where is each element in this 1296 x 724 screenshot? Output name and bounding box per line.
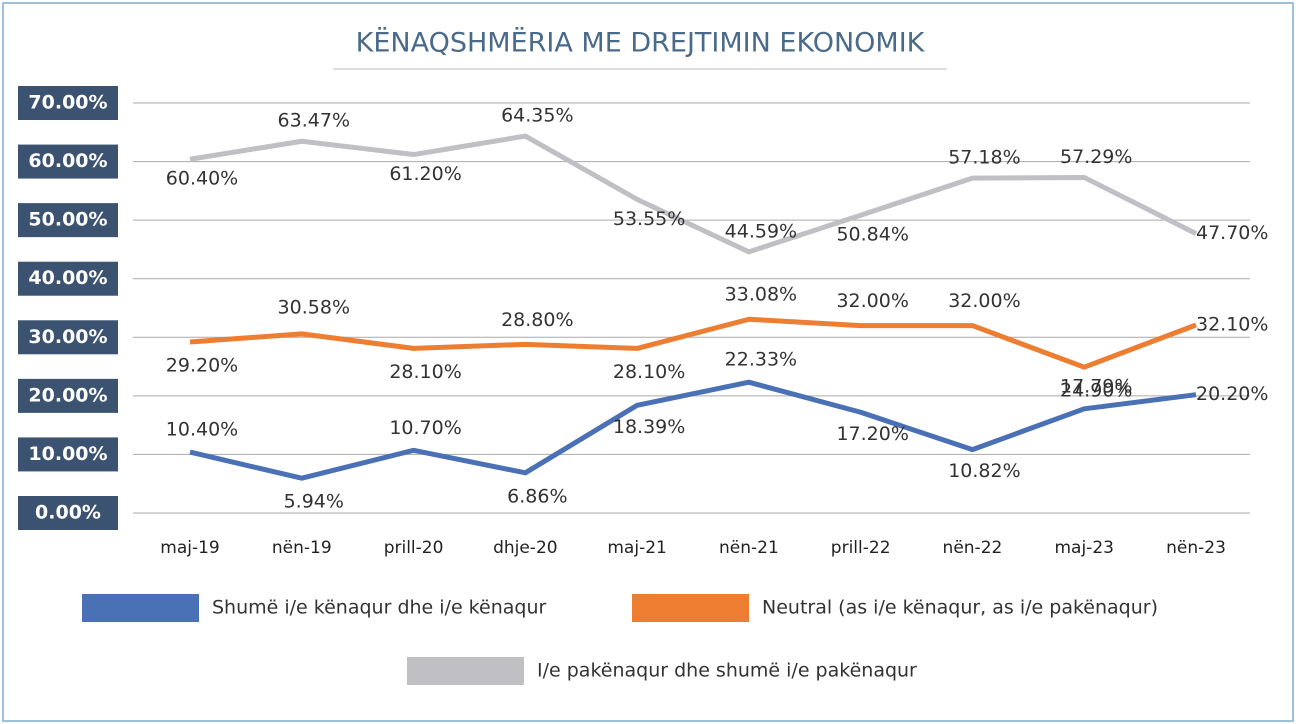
y-tick-label: 10.00% xyxy=(28,443,107,465)
y-tick-box xyxy=(18,437,118,472)
y-tick-box xyxy=(18,203,118,238)
data-label: 20.20% xyxy=(1196,383,1268,405)
data-label: 33.08% xyxy=(725,284,797,306)
y-tick-label: 50.00% xyxy=(28,209,107,231)
data-label: 32.10% xyxy=(1196,313,1268,335)
x-tick-label: maj-19 xyxy=(160,538,219,558)
chart-title: KËNAQSHMËRIA ME DREJTIMIN EKONOMIK xyxy=(356,27,926,59)
data-label: 57.29% xyxy=(1060,146,1132,168)
x-tick-label: prill-20 xyxy=(384,538,444,558)
y-tick-box xyxy=(18,261,118,296)
data-label: 60.40% xyxy=(166,168,238,190)
data-label: 10.40% xyxy=(166,419,238,441)
data-label: 61.20% xyxy=(389,163,461,185)
data-label: 17.20% xyxy=(836,423,908,445)
data-label: 50.84% xyxy=(836,224,908,246)
data-label: 17.79% xyxy=(1060,375,1132,397)
x-tick-label: nën-21 xyxy=(719,538,779,558)
legend-label: Neutral (as i/e kënaqur, as i/e pakënaqu… xyxy=(762,597,1158,619)
data-label: 64.35% xyxy=(501,105,573,127)
x-tick-label: maj-21 xyxy=(607,538,666,558)
x-tick-label: nën-23 xyxy=(1166,538,1226,558)
x-tick-label: nën-19 xyxy=(272,538,332,558)
data-label: 47.70% xyxy=(1196,222,1268,244)
y-tick-label: 0.00% xyxy=(35,502,101,524)
y-tick-label: 60.00% xyxy=(28,150,107,172)
y-tick-box xyxy=(18,320,118,355)
series-line xyxy=(189,133,1198,255)
series-line xyxy=(189,379,1197,481)
data-label: 32.00% xyxy=(836,290,908,312)
legend-label: Shumë i/e kënaqur dhe i/e kënaqur xyxy=(212,597,546,619)
data-label: 10.70% xyxy=(389,417,461,439)
data-label: 53.55% xyxy=(613,208,685,230)
data-label: 5.94% xyxy=(284,491,344,513)
y-tick-box xyxy=(18,378,118,413)
data-label: 22.33% xyxy=(725,349,797,371)
y-tick-box xyxy=(18,144,118,179)
data-label: 6.86% xyxy=(507,485,567,507)
x-tick-label: nën-22 xyxy=(943,538,1003,558)
data-label: 18.39% xyxy=(613,416,685,438)
data-label: 63.47% xyxy=(278,110,350,132)
legend-swatch xyxy=(407,657,524,685)
data-label: 44.59% xyxy=(725,220,797,242)
y-tick-label: 20.00% xyxy=(28,384,107,406)
y-tick-box xyxy=(18,496,118,530)
data-label: 24.90% xyxy=(1060,380,1132,402)
x-tick-label: prill-22 xyxy=(831,538,891,558)
data-label: 10.82% xyxy=(948,460,1020,482)
data-label: 32.00% xyxy=(948,290,1020,312)
y-tick-label: 40.00% xyxy=(28,267,107,289)
y-tick-label: 30.00% xyxy=(28,326,107,348)
data-label: 28.10% xyxy=(389,361,461,383)
y-tick-label: 70.00% xyxy=(28,92,107,114)
x-tick-label: maj-23 xyxy=(1054,538,1113,558)
y-tick-box xyxy=(18,86,118,120)
series-line xyxy=(189,316,1197,370)
data-label: 29.20% xyxy=(166,354,238,376)
data-label: 28.80% xyxy=(501,309,573,331)
legend-label: I/e pakënaqur dhe shumë i/e pakënaqur xyxy=(537,660,917,682)
x-tick-label: dhje-20 xyxy=(493,538,558,558)
data-label: 30.58% xyxy=(278,296,350,318)
legend-swatch xyxy=(632,594,749,622)
data-label: 57.18% xyxy=(948,147,1020,169)
legend-swatch xyxy=(82,594,199,622)
data-label: 28.10% xyxy=(613,361,685,383)
